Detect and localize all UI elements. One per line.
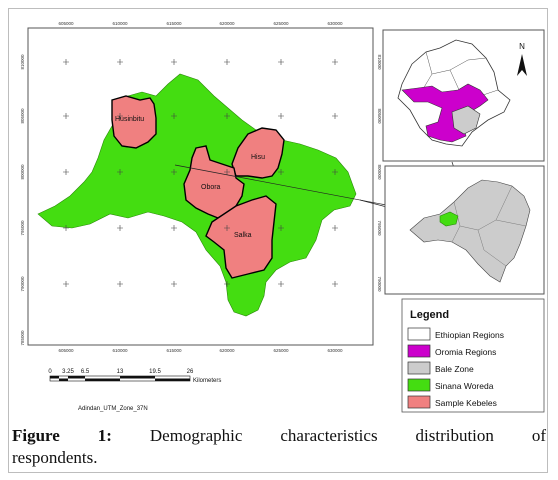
legend-swatch-sinana-woreda [407, 378, 431, 392]
northing-label: 800000 [377, 164, 382, 180]
bale-zone-polygon [409, 179, 531, 283]
north-label: N [519, 42, 525, 51]
easting-label: 620000 [219, 348, 235, 353]
north-arrow-icon: N [517, 42, 527, 76]
projection-label: Adindan_UTM_Zone_37N [78, 406, 148, 412]
legend-item: Bale Zone [407, 361, 474, 375]
northing-label: 795000 [20, 220, 25, 236]
easting-label: 615000 [166, 348, 182, 353]
scale-tick-label: 13 [117, 369, 124, 375]
kebele-hisu [231, 127, 285, 179]
kebele-labels: Husinbitu Hisu Obora Salka [115, 116, 265, 239]
figure-caption: Figure 1: Demographic characteristics di… [12, 425, 546, 469]
figure-label: Figure 1: [12, 426, 112, 445]
easting-label: 625000 [273, 21, 289, 26]
legend-item: Oromia Regions [407, 344, 496, 358]
bale-district-borders [451, 185, 527, 267]
kebele-label-husinbitu: Husinbitu [115, 116, 144, 123]
northing-labels-left: 810000 805000 800000 795000 790000 78500… [20, 54, 25, 346]
scale-bar: 0 3.25 6.5 13 19.5 26 Kilometers Adindan… [48, 369, 221, 412]
easting-label: 630000 [327, 21, 343, 26]
legend-label: Sample Kebeles [435, 398, 497, 408]
legend-label: Ethiopian Regions [435, 330, 504, 340]
legend-item: Sample Kebeles [407, 395, 497, 409]
northing-label: 785000 [20, 330, 25, 346]
scale-tick-label: 3.25 [62, 369, 74, 375]
easting-label: 605000 [58, 21, 74, 26]
easting-label: 605000 [58, 348, 74, 353]
easting-label: 610000 [112, 348, 128, 353]
sinana-inset [439, 211, 459, 227]
legend-item: Ethiopian Regions [407, 327, 504, 341]
northing-label: 805000 [20, 108, 25, 124]
legend-title: Legend [410, 309, 449, 321]
legend-swatch-oromia-regions [407, 344, 431, 358]
kebele-label-salka: Salka [234, 232, 252, 239]
northing-label: 800000 [20, 164, 25, 180]
northing-label: 790000 [377, 276, 382, 292]
kebele-label-obora: Obora [201, 184, 221, 191]
legend-swatch-ethiopian-regions [407, 327, 431, 341]
legend-swatch-bale-zone [407, 361, 431, 375]
northing-labels-right: 810000 805000 800000 795000 790000 [377, 54, 382, 292]
easting-label: 620000 [219, 21, 235, 26]
easting-label: 630000 [327, 348, 343, 353]
kebele-label-hisu: Hisu [251, 154, 265, 161]
legend-item: Sinana Woreda [407, 378, 494, 392]
easting-labels-top: 605000 610000 615000 620000 625000 63000… [58, 21, 343, 26]
bale-zone-inset [451, 105, 481, 135]
easting-label: 615000 [166, 21, 182, 26]
kebele-husinbitu [111, 95, 157, 149]
easting-label: 625000 [273, 348, 289, 353]
map-figure: 605000 610000 615000 620000 625000 63000… [20, 21, 545, 413]
legend-label: Sinana Woreda [435, 381, 494, 391]
northing-label: 810000 [377, 54, 382, 70]
scale-tick-label: 19.5 [149, 369, 161, 375]
kebele-salka [205, 195, 277, 279]
northing-label: 790000 [20, 276, 25, 292]
legend-label: Bale Zone [435, 364, 474, 374]
legend-label: Oromia Regions [435, 347, 496, 357]
scale-tick-label: 0 [48, 369, 52, 375]
legend-swatch-sample-kebeles [407, 395, 431, 409]
caption-text-line2: respondents. [12, 448, 98, 467]
scale-unit: Kilometers [193, 378, 221, 384]
northing-label: 795000 [377, 220, 382, 236]
scale-tick-label: 26 [187, 369, 194, 375]
northing-label: 810000 [20, 54, 25, 70]
northing-label: 805000 [377, 108, 382, 124]
grid-crosses [63, 59, 338, 287]
caption-text-line1: Demographic characteristics distribution… [149, 426, 546, 445]
easting-labels-bottom: 605000 610000 615000 620000 625000 63000… [58, 348, 343, 353]
scale-tick-label: 6.5 [81, 369, 90, 375]
easting-label: 610000 [112, 21, 128, 26]
